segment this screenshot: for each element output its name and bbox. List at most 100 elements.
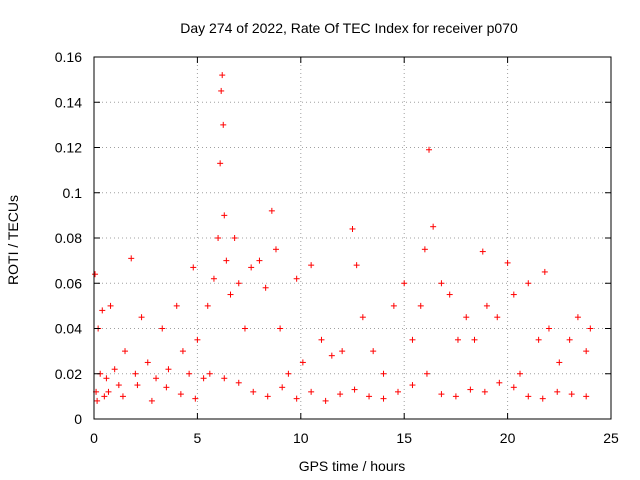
y-tick-label: 0.06 [55, 275, 82, 291]
data-point [94, 397, 101, 404]
data-point [351, 386, 358, 393]
data-point [221, 212, 228, 219]
data-point [122, 348, 129, 355]
data-point [587, 325, 594, 332]
y-tick-label: 0.04 [55, 321, 82, 337]
data-point [186, 370, 193, 377]
data-point [337, 391, 344, 398]
data-point [248, 264, 255, 271]
data-point [215, 235, 222, 241]
data-point [574, 314, 581, 321]
data-point [380, 395, 387, 402]
data-point [471, 336, 478, 343]
data-point [496, 379, 503, 386]
data-point [353, 262, 360, 269]
data-point [219, 72, 226, 79]
data-point [144, 359, 151, 366]
data-point [535, 336, 542, 343]
data-point [366, 393, 373, 400]
data-point [227, 291, 234, 298]
x-tick-labels: 0 5 10 15 20 25 [90, 430, 619, 446]
data-point [272, 246, 279, 253]
data-point [423, 370, 430, 377]
data-point [218, 87, 225, 94]
data-point [308, 388, 315, 395]
data-point [421, 246, 428, 253]
data-point [566, 336, 573, 343]
data-point [262, 284, 269, 291]
data-point [279, 384, 286, 391]
data-point [134, 382, 141, 389]
data-point [92, 271, 99, 278]
data-point [463, 314, 470, 321]
plot-frame [93, 56, 612, 420]
data-point [390, 302, 397, 309]
data-point [438, 280, 445, 287]
data-point [194, 336, 201, 343]
data-point [409, 382, 416, 389]
data-point [517, 370, 524, 377]
data-point [221, 375, 228, 382]
data-point [148, 397, 155, 404]
data-point [308, 262, 315, 269]
data-point [231, 235, 238, 241]
data-point [359, 314, 366, 321]
data-point [525, 280, 532, 287]
y-axis-label: ROTI / TECUs [5, 195, 21, 285]
data-point [179, 348, 186, 355]
data-point [556, 359, 563, 366]
data-point [159, 325, 166, 332]
x-tick-label: 10 [293, 430, 309, 446]
x-tick-label: 0 [90, 430, 98, 446]
x-tick-label: 15 [396, 430, 412, 446]
data-point [409, 336, 416, 343]
data-point [370, 348, 377, 355]
data-point [452, 393, 459, 400]
x-tick-label: 5 [194, 430, 202, 446]
data-point [101, 393, 108, 400]
data-point [103, 375, 110, 382]
data-point [132, 370, 139, 377]
data-point [339, 348, 346, 355]
data-point [173, 302, 180, 309]
y-tick-label: 0.1 [63, 185, 83, 201]
data-point [220, 121, 227, 128]
data-point [285, 370, 292, 377]
data-point [349, 225, 356, 232]
data-point [264, 393, 271, 400]
data-point [105, 388, 112, 395]
data-point [438, 391, 445, 398]
data-point [494, 314, 501, 321]
data-point [467, 386, 474, 393]
data-point [153, 375, 160, 382]
data-point [293, 275, 300, 282]
y-tick-label: 0.02 [55, 366, 82, 382]
data-point [217, 160, 224, 167]
data-point [322, 397, 329, 404]
data-point [454, 336, 461, 343]
x-tick-label: 25 [603, 430, 619, 446]
data-point [200, 375, 207, 382]
data-point [177, 391, 184, 398]
y-tick-label: 0.16 [55, 49, 82, 65]
data-point [479, 248, 486, 255]
y-tick-labels: 0 0.02 0.04 0.06 0.08 0.1 0.12 0.14 0.16 [55, 49, 82, 427]
data-point [119, 393, 126, 400]
chart-title: Day 274 of 2022, Rate Of TEC Index for r… [180, 20, 518, 36]
data-point [163, 384, 170, 391]
data-point [299, 359, 306, 366]
data-point [545, 325, 552, 332]
data-point [481, 388, 488, 395]
data-point [250, 388, 257, 395]
data-point [583, 348, 590, 355]
data-point [504, 259, 511, 266]
data-point [99, 307, 106, 314]
data-point [541, 268, 548, 275]
y-tick-label: 0.14 [55, 94, 82, 110]
data-points [92, 72, 594, 404]
data-point [223, 257, 230, 264]
data-point [241, 325, 248, 332]
data-point [483, 302, 490, 309]
gridlines [94, 57, 611, 419]
